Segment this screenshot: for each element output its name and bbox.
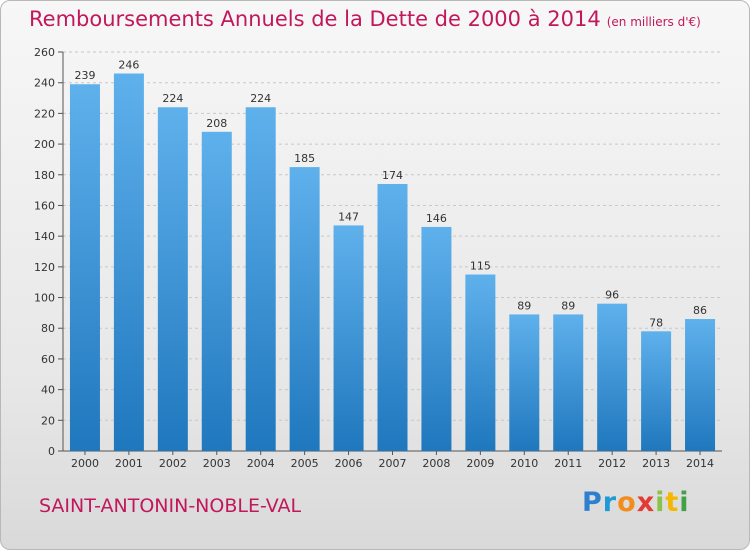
bar-value-label: 208	[206, 117, 227, 130]
bars: 239 246 224 208 224 185 147 174 146 115 89 89 96 78 86	[69, 58, 716, 452]
bar-2014	[685, 319, 716, 451]
bar-2011	[553, 314, 584, 451]
bar-2006	[333, 225, 364, 451]
chart-title: Remboursements Annuels de la Dette de 20…	[29, 7, 701, 31]
bar-2002	[157, 107, 188, 451]
bar-value-label: 147	[338, 210, 359, 223]
x-tick-label: 2004	[247, 457, 275, 470]
y-tick-label: 180	[34, 169, 55, 182]
y-tick-label: 260	[34, 46, 55, 59]
bar-2000	[69, 84, 100, 451]
x-tick-label: 2011	[554, 457, 582, 470]
title-text: Remboursements Annuels de la Dette de 20…	[29, 7, 601, 31]
y-tick-label: 40	[41, 384, 55, 397]
bar-2003	[201, 131, 232, 452]
x-tick-label: 2003	[203, 457, 231, 470]
bar-2005	[289, 167, 320, 451]
x-tick-label: 2014	[686, 457, 714, 470]
bar-value-label: 89	[561, 299, 575, 312]
bar-value-label: 78	[649, 316, 663, 329]
bar-value-label: 224	[250, 92, 271, 105]
x-tick-label: 2012	[598, 457, 626, 470]
bar-2012	[597, 303, 628, 451]
x-tick-label: 2002	[159, 457, 187, 470]
x-tick-label: 2001	[115, 457, 143, 470]
bar-value-label: 224	[162, 92, 183, 105]
chart-subtitle: (en milliers d'€)	[606, 15, 701, 29]
bar-value-label: 246	[118, 58, 139, 71]
city-name: SAINT-ANTONIN-NOBLE-VAL	[39, 495, 302, 517]
bar-2013	[641, 331, 672, 451]
y-tick-label: 240	[34, 77, 55, 90]
bar-2004	[245, 107, 276, 451]
bar-2010	[509, 314, 540, 451]
x-tick-label: 2008	[422, 457, 450, 470]
y-tick-label: 80	[41, 322, 55, 335]
y-tick-label: 220	[34, 107, 55, 120]
y-tick-label: 0	[48, 445, 55, 458]
x-tick-label: 2005	[291, 457, 319, 470]
x-tick-label: 2007	[379, 457, 407, 470]
bar-value-label: 89	[517, 299, 531, 312]
bar-value-label: 146	[426, 212, 447, 225]
bar-2008	[421, 226, 452, 451]
y-tick-label: 120	[34, 261, 55, 274]
bar-value-label: 115	[470, 260, 491, 273]
x-tick-label: 2006	[335, 457, 363, 470]
proxiti-logo: Proxiti	[582, 487, 690, 518]
bar-value-label: 96	[605, 289, 619, 302]
bar-2007	[377, 183, 408, 451]
x-tick-label: 2013	[642, 457, 670, 470]
bar-value-label: 185	[294, 152, 315, 165]
y-tick-label: 60	[41, 353, 55, 366]
bar-value-label: 86	[693, 304, 707, 317]
y-tick-label: 160	[34, 199, 55, 212]
x-tick-label: 2009	[466, 457, 494, 470]
bar-2009	[465, 274, 496, 451]
x-tick-label: 2000	[71, 457, 99, 470]
y-tick-label: 20	[41, 414, 55, 427]
bar-2001	[113, 73, 144, 451]
y-tick-label: 200	[34, 138, 55, 151]
y-tick-label: 140	[34, 230, 55, 243]
x-tick-label: 2010	[510, 457, 538, 470]
bar-value-label: 239	[74, 69, 95, 82]
bar-value-label: 174	[382, 169, 403, 182]
y-tick-label: 100	[34, 292, 55, 305]
